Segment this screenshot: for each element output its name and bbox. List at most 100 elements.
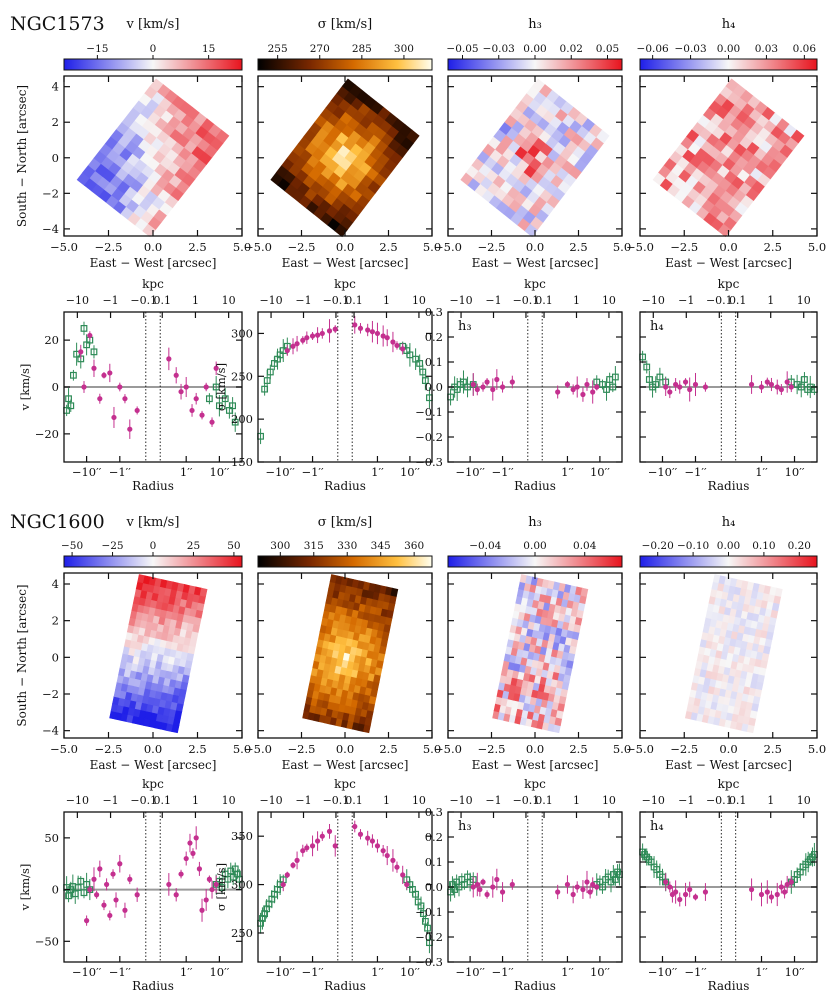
inner-point [113, 897, 119, 903]
outer-point [645, 376, 653, 383]
colorbar [639, 58, 818, 71]
inner-point [490, 386, 496, 393]
y-tick-label: −0.2 [415, 930, 443, 944]
radius-axis-label: Radius [324, 979, 366, 993]
kpc-tick-label: 1 [383, 294, 390, 307]
inner-point [594, 884, 600, 890]
x-tick-label: 5.0 [808, 240, 826, 254]
inner-point [778, 884, 784, 890]
inner-point [183, 384, 189, 390]
radius-tick-label: 10′′ [590, 465, 610, 479]
inner-point [196, 866, 203, 872]
profile-panel-v: kpc −10 −1 −0.10.1 1 10 −10′′ −1′′ 1′′ 10′′ Radius… [18, 277, 243, 493]
inner-point [107, 370, 113, 376]
kpc-tick-label: −0.1 [130, 294, 157, 307]
radius-tick-label: −10′′ [648, 465, 678, 479]
inner-point [284, 872, 290, 878]
colorbar-tick-label: −0.04 [469, 540, 501, 552]
outer-point [419, 910, 427, 918]
kpc-tick-label: 10 [602, 294, 616, 307]
kpc-tick-label: 1 [767, 794, 774, 807]
inner-point [209, 886, 215, 893]
colorbar-tick-label: 0.00 [523, 43, 546, 55]
inner-point [682, 891, 689, 898]
kpc-tick-label: −0.1 [323, 294, 350, 307]
inner-point [784, 881, 790, 888]
y-tick-label: 4 [52, 577, 59, 591]
heatmap-cell [580, 587, 589, 597]
inner-point [580, 886, 586, 893]
inner-point [667, 389, 673, 395]
y-tick-label: 250 [231, 926, 253, 940]
x-tick-label: −2.5 [95, 240, 123, 254]
radius-tick-label: 10′′ [400, 965, 420, 979]
kpc-axis-label: kpc [718, 277, 740, 291]
colorbar-label: v [km/s] [126, 515, 180, 530]
inner-point [178, 389, 184, 395]
radius-axis-label: Radius [324, 479, 366, 493]
kpc-axis-label: kpc [142, 277, 164, 291]
inner-point [87, 332, 93, 339]
radius-tick-label: −1′′ [491, 465, 514, 479]
galaxy-name: NGC1573 [10, 13, 105, 35]
inner-point [203, 897, 209, 903]
y-tick-label: 350 [231, 829, 253, 843]
x-axis-label: East − West [arcsec] [90, 758, 217, 772]
outer-point [801, 376, 808, 383]
kpc-tick-label: 0.1 [729, 794, 747, 807]
galaxy-ngc1573: NGC1573 v [km/s] −15 0 15 −5.0 −2.5 0.0 2.5 5.0 Ea… [10, 13, 826, 493]
inner-point [374, 843, 381, 849]
y-tick-label: −2 [42, 186, 59, 200]
outer-point [412, 355, 420, 363]
kpc-tick-label: 10 [797, 294, 811, 307]
colorbar-tick-label: 360 [404, 540, 424, 552]
y-tick-label: 0 [52, 883, 59, 897]
x-tick-label: −5.0 [244, 240, 272, 254]
x-tick-label: −2.5 [670, 240, 698, 254]
inner-point [748, 886, 755, 893]
outer-point [83, 341, 91, 349]
map-panel-h3: h₃ −0.05 −0.03 0.00 0.02 0.05 −5.0 −2.5 0.0 2.5 5.… [434, 17, 631, 270]
kpc-tick-label: −10 [66, 794, 89, 807]
inner-point [332, 843, 338, 849]
radius-tick-label: 1′′ [180, 465, 193, 479]
colorbar-tick-label: 0.00 [717, 540, 740, 552]
inner-point [470, 381, 476, 388]
outer-point [70, 371, 77, 379]
y-tick-label: 0.3 [425, 805, 443, 819]
inner-point [400, 872, 406, 878]
inner-point [778, 386, 784, 393]
outer-point [261, 910, 269, 918]
y-tick-label: 2 [52, 115, 59, 129]
outer-point [611, 373, 619, 381]
inner-point [127, 876, 133, 882]
inner-point [213, 881, 219, 888]
inner-point [677, 384, 683, 390]
y-tick-label: −0.1 [415, 405, 443, 419]
y-tick-label: −2 [42, 687, 59, 701]
inner-point [774, 384, 780, 390]
inner-point [702, 889, 709, 895]
inner-point [580, 391, 586, 398]
heatmap-cell [406, 129, 420, 144]
inner-point [87, 886, 93, 893]
inner-point [365, 835, 371, 841]
x-tick-label: 0.0 [336, 742, 354, 756]
x-tick-label: 5.0 [233, 742, 251, 756]
y-tick-label: −0.3 [415, 955, 443, 969]
inner-point [490, 884, 496, 890]
kpc-axis-label: kpc [334, 277, 356, 291]
x-tick-label: 2.5 [379, 240, 397, 254]
outer-point [221, 395, 229, 403]
inner-point [404, 881, 410, 888]
colorbar-tick-label: 0.05 [596, 43, 619, 55]
colorbar-label: v [km/s] [126, 17, 180, 32]
x-tick-label: −5.0 [434, 742, 462, 756]
kpc-axis-label: kpc [718, 777, 740, 791]
kpc-tick-label: −0.1 [706, 294, 733, 307]
colorbar-tick-label: 330 [337, 540, 357, 552]
colorbar-tick-label: 0 [150, 540, 157, 552]
outer-point [218, 884, 226, 891]
radius-tick-label: −10′′ [648, 965, 678, 979]
x-axis-label: East − West [arcsec] [472, 758, 599, 772]
